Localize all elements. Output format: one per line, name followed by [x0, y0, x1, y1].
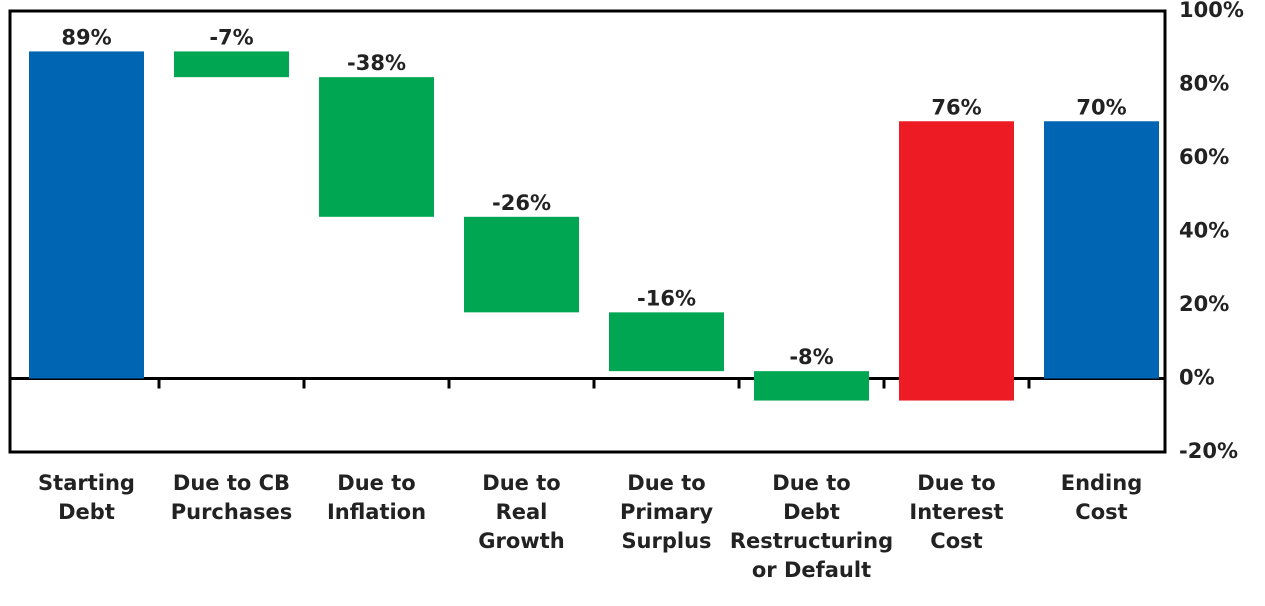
- x-tick-label: Purchases: [171, 500, 293, 524]
- x-tick-label: Ending: [1061, 471, 1143, 495]
- value-label: -8%: [789, 345, 833, 369]
- x-tick-label: Starting: [38, 471, 135, 495]
- x-tick-label: Interest: [909, 500, 1003, 524]
- plot-frame: [8, 9, 1167, 454]
- x-tick-label: Growth: [478, 529, 564, 553]
- value-label: -16%: [637, 286, 696, 310]
- bar: [29, 51, 144, 379]
- x-tick-label: Cost: [1075, 500, 1127, 524]
- x-tick-label: Surplus: [621, 529, 711, 553]
- x-tick-label: Due to CB: [173, 471, 290, 495]
- x-tick-label: Restructuring: [730, 529, 893, 553]
- bar: [319, 77, 434, 217]
- value-label: -7%: [209, 25, 253, 49]
- x-tick-label: Primary: [620, 500, 713, 524]
- bar: [754, 371, 869, 401]
- x-tick-label: Debt: [783, 500, 840, 524]
- y-tick-label: 0%: [1179, 366, 1215, 390]
- y-tick-label: 60%: [1179, 145, 1229, 169]
- bar: [609, 312, 724, 372]
- x-tick-label: Inflation: [327, 500, 426, 524]
- x-tick-label: Debt: [58, 500, 115, 524]
- x-tick-label: Due to: [772, 471, 850, 495]
- bar: [899, 121, 1014, 401]
- y-tick-label: 100%: [1179, 0, 1244, 22]
- x-tick-label: Real: [496, 500, 548, 524]
- x-tick-label: Due to: [917, 471, 995, 495]
- y-tick-label: -20%: [1179, 439, 1238, 463]
- x-tick-label: Due to: [482, 471, 560, 495]
- value-label: -26%: [492, 191, 551, 215]
- x-tick-label: Due to: [627, 471, 705, 495]
- value-label: 89%: [61, 25, 111, 49]
- value-label: 76%: [931, 95, 981, 119]
- bar: [1044, 121, 1159, 379]
- y-tick-label: 40%: [1179, 219, 1229, 243]
- y-tick-label: 80%: [1179, 72, 1229, 96]
- x-tick-label: Cost: [930, 529, 982, 553]
- bar: [174, 51, 289, 78]
- bar: [464, 216, 579, 313]
- x-tick-label: or Default: [752, 558, 871, 582]
- value-label: 70%: [1076, 95, 1126, 119]
- x-tick-label: Due to: [337, 471, 415, 495]
- value-label: -38%: [347, 51, 406, 75]
- y-tick-label: 20%: [1179, 292, 1229, 316]
